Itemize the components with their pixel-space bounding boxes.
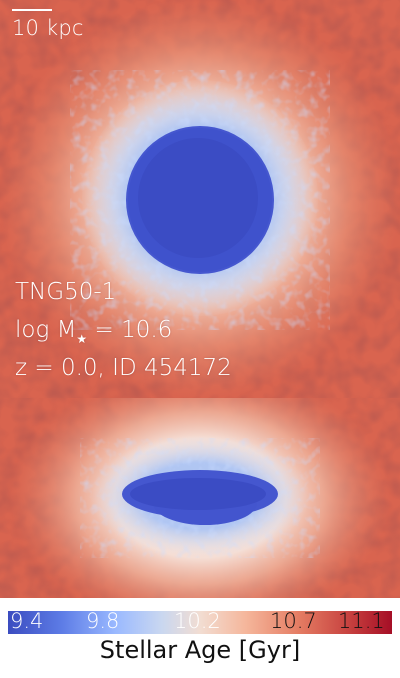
colorbar-tick: 9.4	[10, 609, 44, 633]
mass-value: = 10.6	[87, 317, 173, 343]
colorbar-tick: 9.8	[86, 609, 120, 633]
scalebar-label: 10 kpc	[12, 16, 84, 40]
star-subscript: ★	[76, 332, 88, 346]
colorbar-tick: 11.1	[338, 609, 385, 633]
stellar-mass-label: log M★ = 10.6	[15, 311, 172, 352]
colorbar-title: Stellar Age [Gyr]	[99, 636, 301, 664]
redshift-id-label: z = 0.0, ID 454172	[15, 355, 232, 381]
mass-prefix: log M	[15, 317, 77, 343]
colorbar-tick: 10.2	[174, 609, 221, 633]
edge-on-age-map	[0, 398, 400, 598]
scalebar	[12, 9, 52, 11]
face-on-age-map: 10 kpc TNG50-1 log M★ = 10.6 z = 0.0, ID…	[0, 0, 400, 398]
colorbar-tick: 10.7	[270, 609, 317, 633]
age-colorbar: 9.4 9.8 10.2 10.7 11.1	[8, 609, 392, 634]
simulation-label: TNG50-1	[15, 279, 117, 305]
